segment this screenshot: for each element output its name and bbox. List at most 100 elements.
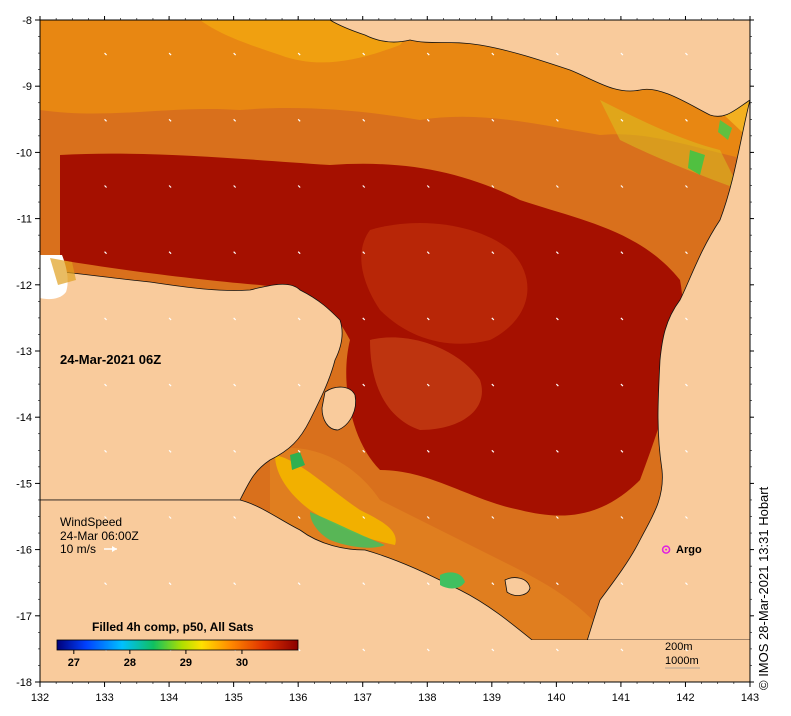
wind-vector <box>491 317 495 321</box>
wind-vector <box>297 648 301 652</box>
wind-vector <box>491 118 495 122</box>
wind-vector <box>426 516 430 519</box>
wind-vector <box>555 516 559 519</box>
lat-tick-label: -16 <box>16 545 32 557</box>
lat-tick-label: -12 <box>16 280 32 292</box>
wind-vector <box>685 383 688 387</box>
wind-vector <box>362 516 366 519</box>
wind-vector <box>685 317 688 321</box>
lon-tick-label: 142 <box>676 692 694 704</box>
wind-vector <box>104 52 107 56</box>
wind-vector <box>620 449 624 453</box>
wind-legend-title: WindSpeed <box>60 515 122 529</box>
wind-vector <box>233 118 237 122</box>
wind-vector <box>620 317 624 321</box>
lat-tick-label: -8 <box>22 15 32 27</box>
wind-vector <box>685 52 688 56</box>
wind-vector <box>491 449 495 453</box>
wind-vector <box>426 449 430 453</box>
wind-legend-time: 24-Mar 06:00Z <box>60 529 139 543</box>
lon-tick-label: 138 <box>418 692 436 704</box>
wind-vector <box>104 449 107 453</box>
wind-vector <box>233 449 237 453</box>
wind-vector <box>426 251 430 255</box>
wind-vector <box>491 383 495 387</box>
wind-vector <box>685 449 688 453</box>
wind-vector <box>168 317 172 321</box>
colorbar-title: Filled 4h comp, p50, All Sats <box>92 620 254 634</box>
wind-vector <box>233 582 237 586</box>
argo-float-marker <box>661 545 671 554</box>
wind-vector <box>555 449 559 453</box>
colorbar-ticks: 27 28 29 30 <box>68 650 248 669</box>
wind-legend-scale: 10 m/s <box>60 542 96 556</box>
contour-1000m-label: 1000m <box>665 655 699 667</box>
wind-vector <box>104 582 107 586</box>
wind-vector <box>685 118 688 122</box>
wind-vector <box>426 52 430 56</box>
wind-vector <box>297 582 301 586</box>
latitude-axis: -8 -9 -10 -11 -12 -13 -14 -15 -16 -17 -18 <box>16 15 754 689</box>
wind-vector <box>168 449 172 453</box>
wind-vector <box>620 52 624 56</box>
wind-vector <box>685 582 688 586</box>
wind-vector <box>362 317 366 321</box>
wind-vector <box>426 582 430 586</box>
wind-vector <box>362 118 366 122</box>
wind-vector <box>426 648 430 652</box>
lon-tick-label: 139 <box>483 692 501 704</box>
wind-vector <box>168 383 172 387</box>
argo-circle <box>661 545 671 554</box>
colorbar-tick-label: 27 <box>68 657 80 669</box>
wind-legend-arrowhead <box>112 546 117 552</box>
wind-vector <box>555 251 559 255</box>
wind-vector <box>233 317 237 321</box>
wind-vector <box>233 52 237 56</box>
wind-vector <box>555 118 559 122</box>
wind-vector <box>491 251 495 255</box>
sst-field <box>40 20 750 682</box>
wind-vector <box>620 648 624 652</box>
lon-tick-label: 136 <box>289 692 307 704</box>
colorbar <box>56 639 299 651</box>
wind-vector <box>168 52 172 56</box>
wind-vector <box>491 516 495 519</box>
colorbar-tick-label: 30 <box>236 657 248 669</box>
wind-vector <box>620 118 624 122</box>
wind-vector <box>555 582 559 586</box>
wind-vector <box>168 582 172 586</box>
wind-vector <box>362 449 366 453</box>
wind-vector <box>362 582 366 586</box>
wind-vector <box>362 185 366 188</box>
wind-vector <box>233 185 237 188</box>
wind-vector <box>168 118 172 122</box>
wind-vector <box>297 118 301 122</box>
wind-vector <box>620 383 624 387</box>
lat-tick-label: -15 <box>16 478 32 490</box>
wind-vector <box>685 648 688 652</box>
lon-tick-label: 143 <box>741 692 759 704</box>
wind-vector <box>104 383 107 387</box>
wind-vector <box>555 185 559 188</box>
wind-vector <box>491 185 495 188</box>
wind-vector <box>168 185 172 188</box>
wind-vector <box>297 52 301 56</box>
wind-vector <box>104 516 107 519</box>
wind-vector <box>297 185 301 188</box>
wind-vector <box>620 185 624 188</box>
wind-vector <box>233 516 237 519</box>
lat-tick-label: -9 <box>22 81 32 93</box>
date-label: 24-Mar-2021 06Z <box>60 352 161 367</box>
wind-vector <box>426 317 430 321</box>
wind-vector <box>685 185 688 188</box>
lon-tick-label: 132 <box>31 692 49 704</box>
colorbar-tick-label: 28 <box>124 657 136 669</box>
lon-tick-label: 135 <box>224 692 242 704</box>
longitude-axis: 132 133 134 135 136 137 138 139 140 141 142 143 <box>31 16 759 704</box>
lat-tick-label: -18 <box>16 677 32 689</box>
argo-dot <box>665 548 668 551</box>
wind-vector <box>104 251 107 255</box>
wind-vector <box>620 251 624 255</box>
wind-vector <box>555 648 559 652</box>
